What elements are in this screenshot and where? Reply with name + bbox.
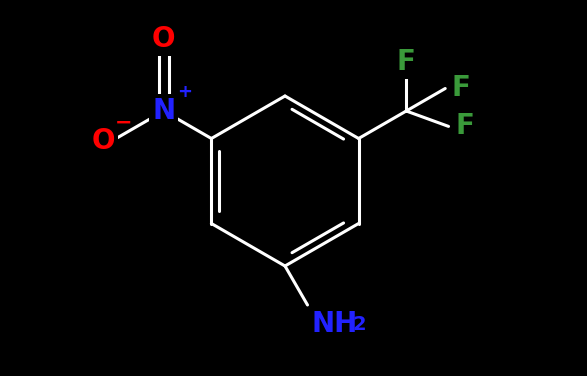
Text: N: N [152, 97, 176, 125]
Text: F: F [397, 48, 416, 76]
Text: F: F [455, 112, 474, 140]
Text: NH: NH [312, 310, 357, 338]
Text: F: F [452, 74, 471, 103]
Text: 2: 2 [353, 315, 366, 334]
Text: +: + [177, 83, 192, 101]
Text: O: O [92, 127, 116, 155]
Text: O: O [152, 25, 176, 53]
Text: −: − [114, 113, 132, 133]
